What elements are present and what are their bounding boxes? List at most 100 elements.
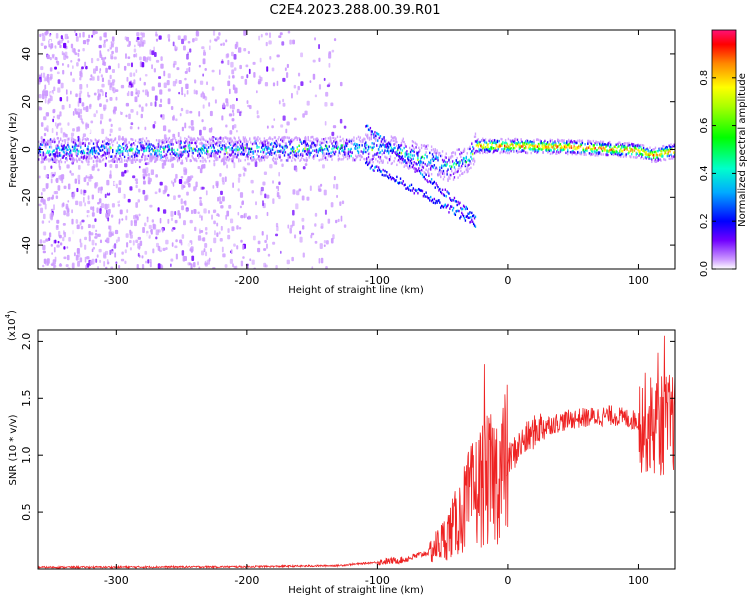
- spectrogram-noise-cell: [201, 91, 204, 95]
- spectrogram-signal-cell: [480, 148, 482, 152]
- spectrogram-noise-cell: [90, 206, 93, 211]
- spectrogram-noise-cell: [152, 223, 155, 229]
- spectrogram-signal-cell: [551, 139, 553, 142]
- spectrogram-signal-cell: [618, 145, 620, 148]
- spectrogram-signal-cell: [445, 152, 447, 155]
- spectrogram-noise-cell: [330, 202, 334, 208]
- spectrogram-signal-cell: [499, 151, 501, 155]
- spectrogram-noise-cell: [254, 161, 258, 168]
- spectrogram-signal-cell: [105, 142, 108, 146]
- spectrogram-noise-cell: [121, 171, 125, 177]
- spectrogram-signal-cell: [538, 147, 541, 151]
- spectrogram-noise-cell: [51, 252, 53, 255]
- spectrogram-signal-cell: [422, 166, 425, 169]
- spectrogram-signal-cell: [538, 144, 541, 148]
- spectrogram-signal-cell: [59, 160, 61, 163]
- spectrogram-signal-cell: [591, 150, 594, 154]
- spectrogram-signal-cell: [138, 152, 140, 156]
- spectrogram-signal-cell: [463, 149, 466, 152]
- spectrogram-noise-cell: [328, 62, 331, 68]
- spectrogram-noise-cell: [266, 243, 268, 249]
- spectrogram-signal-cell: [228, 138, 231, 141]
- spectrogram-signal-cell: [158, 140, 161, 144]
- spectrogram-signal-cell: [504, 144, 506, 148]
- spectrogram-signal-cell: [74, 144, 76, 147]
- spectrogram-signal-cell: [531, 144, 533, 148]
- spectrogram-signal-cell: [66, 148, 68, 152]
- spectrogram-signal-cell: [280, 150, 282, 153]
- spectrogram-signal-cell: [580, 140, 583, 143]
- spectrogram-signal-cell: [609, 151, 612, 155]
- spectrogram-noise-cell: [202, 58, 206, 65]
- spectrogram-branch-cell: [457, 209, 459, 213]
- spectrogram-signal-cell: [105, 157, 108, 160]
- spectrogram-noise-cell: [59, 97, 63, 102]
- spectrogram-signal-cell: [422, 161, 425, 164]
- spectrogram-noise-cell: [38, 105, 41, 111]
- spectrogram-noise-cell: [75, 200, 79, 206]
- spectrogram-noise-cell: [155, 31, 158, 36]
- spectrogram-signal-cell: [439, 151, 441, 155]
- spectrogram-noise-cell: [167, 73, 171, 79]
- spectrogram-noise-cell: [127, 129, 131, 133]
- spectrogram-signal-cell: [418, 150, 420, 154]
- spectrogram-signal-cell: [130, 143, 132, 147]
- spectrogram-signal-cell: [75, 158, 77, 161]
- spectrogram-signal-cell: [184, 147, 186, 151]
- spectrogram-signal-cell: [89, 153, 91, 156]
- spectrogram-branch-cell: [471, 218, 473, 222]
- spectrogram-noise-cell: [42, 35, 46, 42]
- spectrogram-noise-cell: [304, 163, 308, 167]
- spectrogram-noise-cell: [201, 250, 205, 256]
- spectrogram-signal-cell: [213, 141, 215, 144]
- spectrogram-branch-cell: [387, 144, 389, 148]
- spectrogram-noise-cell: [301, 195, 305, 201]
- spectrogram-signal-cell: [553, 149, 555, 152]
- spectrogram-signal-cell: [188, 149, 191, 153]
- spectrogram-signal-cell: [361, 140, 363, 144]
- spectrogram-signal-cell: [396, 150, 398, 154]
- spectrogram-noise-cell: [222, 253, 226, 258]
- spectrogram-noise-cell: [199, 227, 203, 231]
- snr-multiplier-base: (x10: [7, 318, 18, 341]
- spectrogram-signal-cell: [428, 167, 430, 171]
- spectrogram-signal-cell: [471, 150, 473, 153]
- spectrogram-noise-cell: [54, 264, 57, 268]
- spectrogram-noise-cell: [335, 67, 337, 71]
- spectrogram-noise-cell: [177, 131, 180, 138]
- spectrogram-signal-cell: [225, 147, 227, 151]
- spectrogram-signal-cell: [463, 147, 466, 151]
- spectrogram-signal-cell: [636, 152, 638, 155]
- spectrogram-signal-cell: [211, 138, 214, 141]
- spectrogram-signal-cell: [549, 152, 552, 156]
- spectrogram-signal-cell: [603, 149, 605, 152]
- spectrogram-signal-cell: [328, 152, 330, 156]
- spectrogram-signal-cell: [186, 150, 189, 154]
- spectrogram-signal-cell: [474, 135, 477, 138]
- spectrogram-noise-cell: [224, 264, 228, 268]
- spectrogram-noise-cell: [152, 124, 156, 129]
- spectrogram-branch-cell: [472, 214, 474, 218]
- spectrogram-signal-cell: [291, 138, 293, 141]
- spectrogram-signal-cell: [121, 137, 123, 141]
- spectrogram-signal-cell: [560, 146, 563, 150]
- spectrogram-signal-cell: [597, 154, 599, 157]
- spectrogram-noise-cell: [137, 126, 140, 130]
- spectrogram-signal-cell: [282, 150, 285, 154]
- spectrogram-signal-cell: [249, 141, 252, 144]
- spectrogram-noise-cell: [158, 188, 161, 193]
- spectrogram-noise-cell: [332, 125, 337, 129]
- spectrogram-signal-cell: [351, 142, 353, 145]
- spectrogram-noise-cell: [158, 76, 162, 80]
- spectrogram-signal-cell: [175, 152, 178, 155]
- spectrogram-branch-cell: [442, 206, 445, 209]
- spectrogram-noise-cell: [50, 215, 53, 221]
- spectrogram-signal-cell: [363, 157, 365, 161]
- spectrogram-noise-cell: [133, 215, 137, 220]
- spectrogram-signal-cell: [596, 141, 598, 144]
- spectrogram-signal-cell: [71, 156, 74, 160]
- spectrogram-signal-cell: [317, 150, 320, 154]
- spectrogram-noise-cell: [120, 108, 125, 113]
- spectrogram-signal-cell: [356, 143, 359, 147]
- spectrogram-signal-cell: [359, 158, 362, 162]
